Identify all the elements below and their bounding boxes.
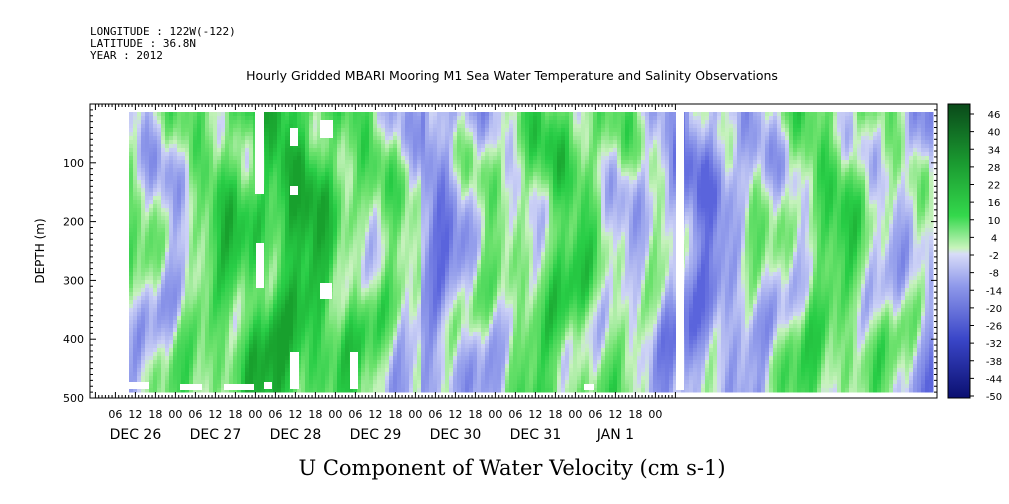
year-label: YEAR : 2012 [90,49,163,62]
x-day-label: JAN 1 [596,427,634,443]
colorbar-label: -38 [986,357,1002,368]
x-hour-tick-label: 00 [568,408,582,421]
x-hour-tick-label: 00 [488,408,502,421]
x-day-label: DEC 27 [190,427,242,443]
colorbar-label: 4 [991,233,997,244]
colorbar-label: 46 [988,110,1001,121]
missing-data-gap [256,243,264,288]
x-hour-tick-label: 12 [448,408,462,421]
colorbar-label: 28 [988,163,1001,174]
x-day-label: DEC 29 [350,427,402,443]
x-hour-tick-label: 06 [588,408,602,421]
y-tick-label: 100 [63,157,84,170]
x-day-label: DEC 30 [430,427,482,443]
missing-data-gap [180,384,202,390]
missing-data-gap [350,352,358,389]
x-hour-tick-label: 12 [208,408,222,421]
x-day-label: DEC 28 [270,427,322,443]
colorbar-label: 40 [988,128,1001,139]
colorbar [947,103,971,399]
x-hour-tick-label: 06 [268,408,282,421]
x-hour-tick-label: 18 [548,408,562,421]
x-hour-tick-label: 18 [628,408,642,421]
x-hour-tick-label: 00 [328,408,342,421]
x-hour-tick-label: 18 [228,408,242,421]
colorbar-label: 34 [988,145,1001,156]
colorbar-label: -2 [989,251,999,262]
x-hour-tick-label: 06 [188,408,202,421]
x-day-label: DEC 26 [110,427,162,443]
colorbar-label: -50 [986,392,1002,403]
x-hour-tick-label: 18 [388,408,402,421]
missing-data-gap [584,384,594,390]
missing-data-gap [676,112,684,390]
latitude-label: LATITUDE : 36.8N [90,37,196,50]
missing-data-gap [129,382,149,389]
longitude-label: LONGITUDE : 122W(-122) [90,25,236,38]
x-hour-tick-label: 00 [168,408,182,421]
x-hour-tick-label: 06 [348,408,362,421]
missing-data-gap [224,384,254,390]
missing-data-gap [290,352,299,389]
y-axis-label: DEPTH (m) [33,218,47,283]
colorbar-label: -44 [986,374,1002,385]
x-hour-tick-label: 00 [408,408,422,421]
x-hour-tick-label: 12 [608,408,622,421]
chart-title: Hourly Gridded MBARI Mooring M1 Sea Wate… [246,68,778,83]
x-hour-tick-label: 18 [148,408,162,421]
y-tick-label: 500 [63,392,84,405]
y-tick-label: 300 [63,274,84,287]
colorbar-label: 22 [988,181,1001,192]
x-hour-tick-label: 12 [528,408,542,421]
x-hour-tick-label: 12 [288,408,302,421]
colorbar-label: -26 [986,322,1002,333]
x-axis-label: U Component of Water Velocity (cm s-1) [298,456,725,480]
missing-data-gap [320,120,333,138]
missing-data-gap [290,128,298,146]
x-hour-tick-label: 00 [248,408,262,421]
colorbar-label: -32 [986,339,1002,350]
x-hour-tick-label: 06 [428,408,442,421]
x-hour-tick-label: 00 [648,408,662,421]
colorbar-label: -14 [986,286,1002,297]
missing-data-gap [264,382,272,389]
colorbar-ticks: 46 40 34 28 22 16 10 4 -2 -8 -14 -20 -26 -32 -38 -44 -50 [970,110,1002,403]
heatmap-field [129,112,934,393]
x-hour-tick-label: 18 [468,408,482,421]
colorbar-label: 16 [988,198,1001,209]
colorbar-label: -20 [986,304,1002,315]
x-hour-tick-label: 06 [108,408,122,421]
colorbar-label: 10 [988,216,1001,227]
missing-data-gap [320,283,332,299]
y-tick-label: 200 [63,216,84,229]
missing-data-gap [255,112,264,194]
x-hour-tick-label: 06 [508,408,522,421]
y-tick-label: 400 [63,333,84,346]
x-axis-ticks: 06 12 18 00 06 12 18 00 06 12 18 00 06 12 18 00 06 12 18 00… [94,104,676,443]
colorbar-label: -8 [989,269,999,280]
x-hour-tick-label: 12 [368,408,382,421]
x-day-label: DEC 31 [510,427,562,443]
missing-data-gap [290,186,298,195]
missing-data-gaps [129,112,684,390]
x-hour-tick-label: 12 [128,408,142,421]
x-hour-tick-label: 18 [308,408,322,421]
y-axis-ticks: 100 200 300 400 500 [63,109,937,405]
